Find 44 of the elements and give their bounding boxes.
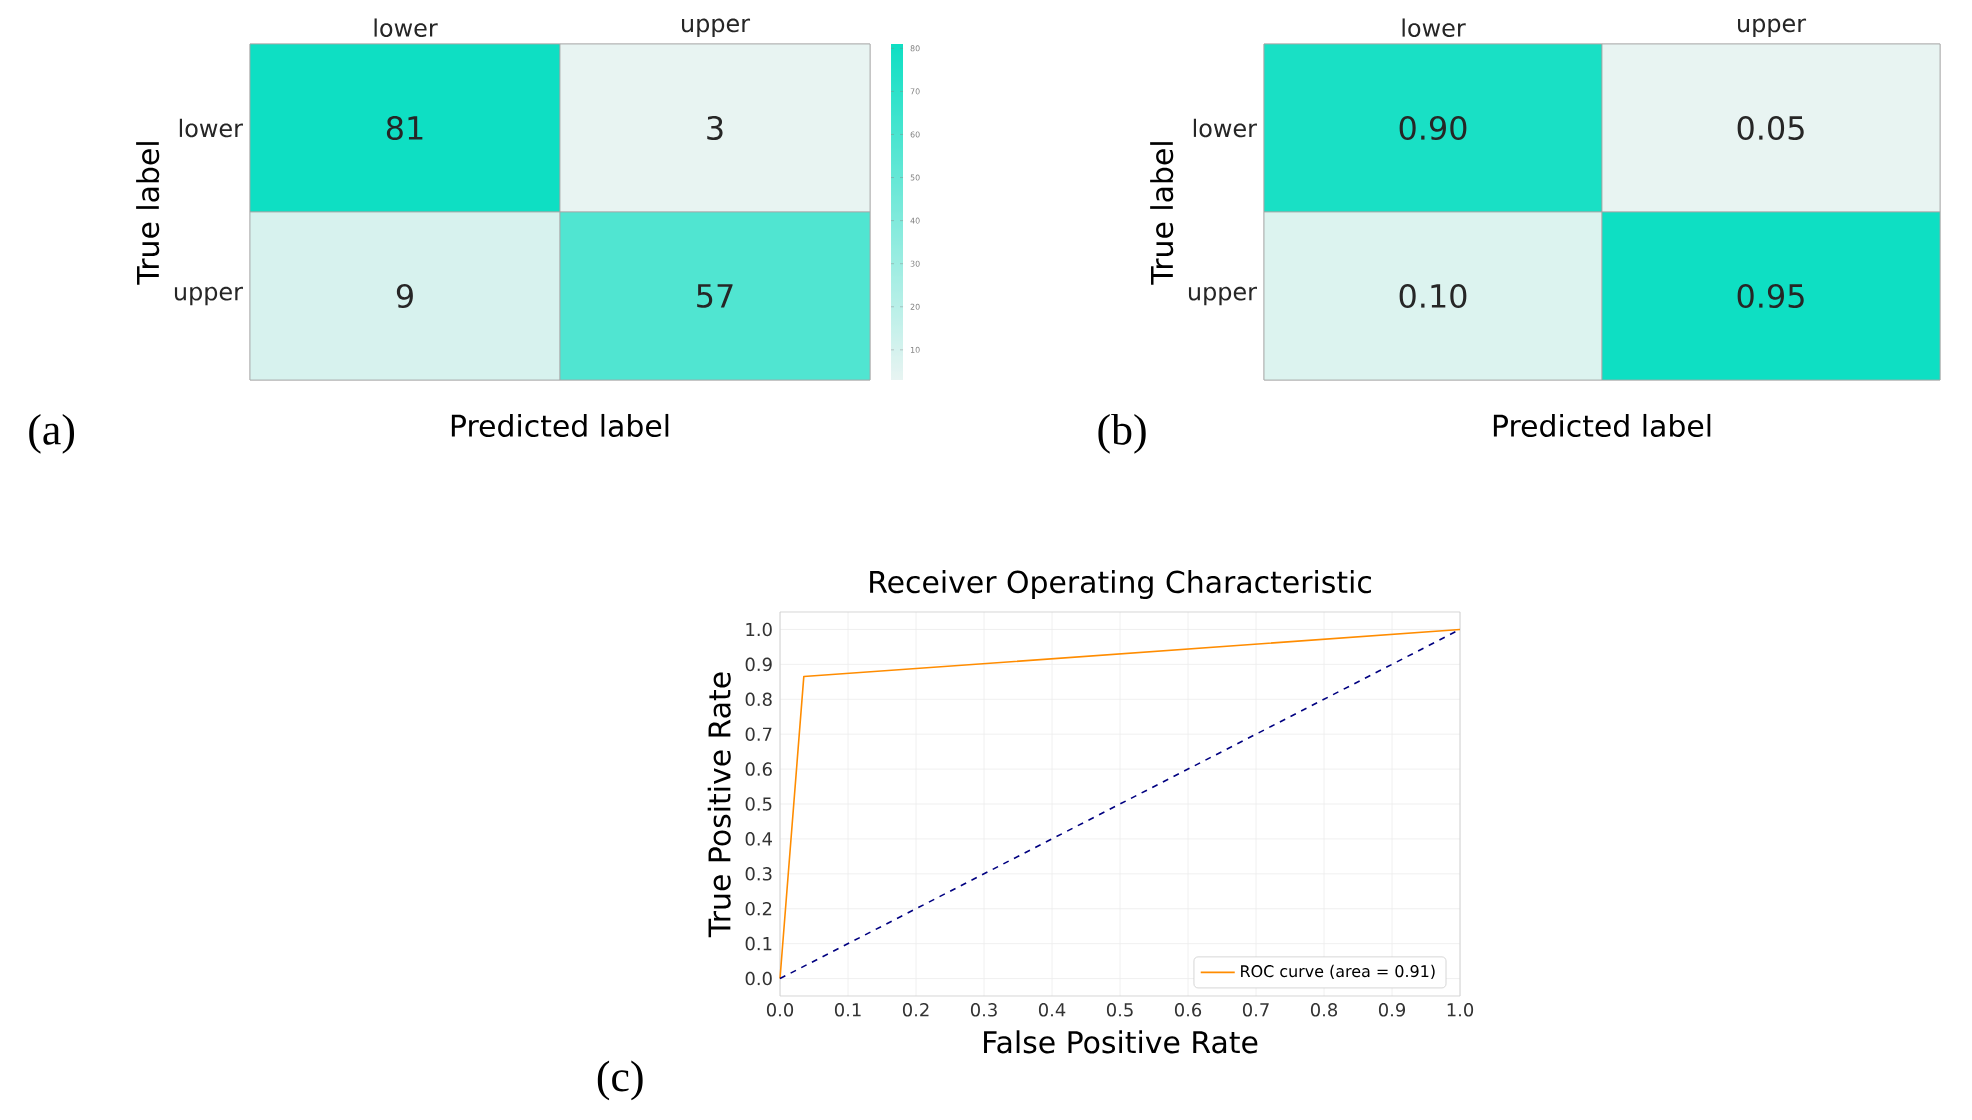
y-tick-label: 0.7: [745, 727, 772, 741]
x-tick-label: 0.1: [834, 1003, 861, 1017]
x-tick-label: 0.7: [1242, 1003, 1269, 1017]
data-label: 57: [697, 284, 733, 308]
x-tick-label: lower: [1402, 18, 1466, 37]
text: (b): [1098, 413, 1146, 454]
data-label: 81: [386, 115, 423, 141]
x-tick-label: upper: [1738, 18, 1807, 37]
x-axis-title: Predicted label: [1493, 413, 1711, 438]
y-tick-label: 0.6: [745, 762, 772, 776]
y-tick-label: 0.1: [745, 936, 772, 951]
x-tick-label: 0.5: [1106, 1003, 1133, 1017]
data-label: 0.10: [1399, 283, 1467, 309]
x-axis-title: Predicted label: [451, 413, 669, 438]
x-tick-label: 0.3: [970, 1003, 997, 1017]
x-tick-label: upper: [682, 18, 751, 37]
x-tick-label: 0.0: [766, 1003, 794, 1017]
y-tick-label: 0.3: [745, 867, 772, 881]
x-tick-label: 0.6: [1174, 1003, 1202, 1017]
text: (c): [597, 1060, 643, 1101]
y-tick-label: 0.8: [745, 692, 772, 707]
x-tick-label: 0.2: [902, 1003, 929, 1017]
x-tick-label: 0.9: [1378, 1003, 1406, 1017]
y-axis-title: True Positive Rate: [707, 672, 731, 938]
data-label: 0.05: [1737, 115, 1804, 141]
y-axis-title: True label: [136, 142, 160, 285]
x-tick-label: lower: [374, 18, 438, 37]
y-tick-label: 0.9: [745, 657, 772, 672]
data-label: 0.95: [1737, 283, 1804, 309]
y-tick-label: 0.4: [745, 832, 772, 846]
y-tick-label: 1.0: [746, 622, 772, 637]
x-tick-label: 0.4: [1038, 1003, 1066, 1017]
data-label: 0.90: [1399, 115, 1467, 141]
y-tick-label: 0.5: [745, 797, 772, 811]
x-axis-title: False Positive Rate: [984, 1030, 1258, 1054]
y-tick-label: 0.2: [745, 901, 772, 916]
y-tick-label: 0.0: [745, 971, 772, 986]
chart-title: Receiver Operating Characteristic: [870, 570, 1371, 599]
x-tick-label: 1.0: [1447, 1003, 1474, 1017]
text: (a): [29, 413, 75, 454]
data-label: 9: [396, 283, 413, 309]
y-axis-title: True label: [1150, 142, 1174, 285]
x-tick-label: 0.8: [1310, 1003, 1338, 1017]
data-label: 3: [707, 115, 723, 141]
